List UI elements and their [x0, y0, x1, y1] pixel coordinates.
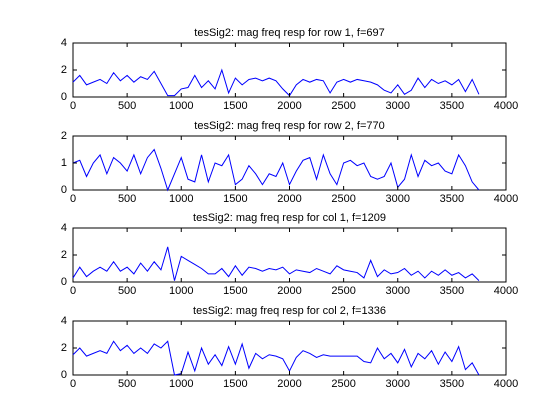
x-tick-label: 2000 [277, 193, 301, 205]
x-tick-label: 2500 [331, 378, 355, 390]
x-tick-label: 1000 [169, 100, 193, 112]
x-tick-label: 3500 [440, 100, 464, 112]
axes-box [72, 135, 507, 191]
x-tick-label: 4000 [494, 285, 518, 297]
x-tick-label: 2500 [331, 100, 355, 112]
x-tick-label: 2500 [331, 285, 355, 297]
y-tick-label: 4 [61, 37, 67, 49]
y-tick-label: 2 [61, 64, 67, 76]
axes-box [72, 320, 507, 376]
x-tick-label: 1500 [223, 285, 247, 297]
y-tick-label: 0 [61, 91, 67, 103]
y-tick-label: 0 [61, 369, 67, 381]
data-line [72, 246, 480, 282]
subplot-title: tesSig2: mag freq resp for row 1, f=697 [194, 27, 384, 39]
x-tick-label: 3500 [440, 378, 464, 390]
data-line [72, 148, 480, 192]
x-tick-label: 3500 [440, 193, 464, 205]
x-tick-label: 0 [70, 193, 76, 205]
x-tick-label: 4000 [494, 193, 518, 205]
x-tick-label: 3000 [386, 193, 410, 205]
x-tick-label: 3000 [386, 100, 410, 112]
x-tick-label: 0 [70, 378, 76, 390]
x-tick-label: 0 [70, 285, 76, 297]
x-tick-label: 1500 [223, 378, 247, 390]
y-tick-label: 0 [61, 276, 67, 288]
x-tick-label: 1000 [169, 378, 193, 390]
axes-box [72, 42, 507, 98]
x-tick-label: 500 [118, 100, 136, 112]
data-line [72, 68, 480, 97]
x-tick-label: 1500 [223, 100, 247, 112]
x-tick-label: 2000 [277, 285, 301, 297]
y-tick-label: 2 [61, 130, 67, 142]
y-tick-label: 2 [61, 249, 67, 261]
x-tick-label: 3000 [386, 378, 410, 390]
x-tick-label: 500 [118, 193, 136, 205]
y-tick-label: 1 [61, 157, 67, 169]
x-tick-label: 2000 [277, 378, 301, 390]
y-tick-label: 4 [61, 315, 67, 327]
subplot-title: tesSig2: mag freq resp for row 2, f=770 [194, 120, 384, 132]
subplot-title: tesSig2: mag freq resp for col 2, f=1336 [193, 305, 386, 317]
x-tick-label: 4000 [494, 378, 518, 390]
y-tick-label: 2 [61, 342, 67, 354]
x-tick-label: 500 [118, 285, 136, 297]
x-tick-label: 4000 [494, 100, 518, 112]
x-tick-label: 0 [70, 100, 76, 112]
x-tick-label: 3500 [440, 285, 464, 297]
x-tick-label: 1000 [169, 285, 193, 297]
subplot-title: tesSig2: mag freq resp for col 1, f=1209 [193, 212, 386, 224]
y-tick-label: 4 [61, 222, 67, 234]
x-tick-label: 2000 [277, 100, 301, 112]
data-line [72, 340, 480, 376]
x-tick-label: 3000 [386, 285, 410, 297]
x-tick-label: 2500 [331, 193, 355, 205]
x-tick-label: 500 [118, 378, 136, 390]
x-tick-label: 1000 [169, 193, 193, 205]
y-tick-label: 0 [61, 184, 67, 196]
x-tick-label: 1500 [223, 193, 247, 205]
